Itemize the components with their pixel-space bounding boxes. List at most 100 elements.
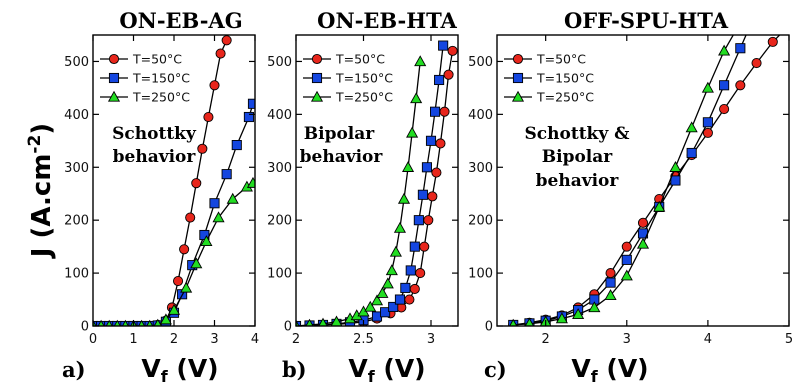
data-point-t-150-c (421, 162, 433, 173)
data-point-t-50-c (409, 283, 420, 295)
data-point-t-150-c (409, 241, 420, 252)
y-tick-label: 200 (267, 214, 292, 229)
series-t-250-c (93, 176, 255, 326)
panel-b-frame (295, 34, 459, 327)
panel-a-annotation-line-2: behavior (113, 147, 197, 167)
y-tick-label: 300 (267, 161, 292, 176)
data-point-t-150-c (670, 175, 681, 186)
y-tick-label: 200 (468, 214, 493, 229)
data-point-t-150-c (394, 294, 406, 305)
y-tick-label: 0 (284, 320, 292, 335)
legend-entry-label: T=150°C (132, 71, 190, 86)
data-point-t-150-c (231, 140, 242, 151)
x-axis-label-sub: f (368, 367, 376, 385)
data-point-t-150-c (621, 254, 632, 265)
data-point-t-150-c (686, 147, 697, 159)
x-tick-label: 5 (785, 332, 793, 347)
data-point-t-250-c (200, 235, 213, 247)
panel-b-annotation-line-1: Bipolar (304, 124, 376, 144)
data-point-t-250-c (414, 55, 427, 67)
data-point-t-150-c (247, 98, 255, 109)
data-point-t-250-c (410, 92, 423, 104)
y-tick-label: 500 (468, 55, 493, 70)
data-point-t-50-c (197, 143, 208, 154)
data-point-t-150-c (221, 169, 232, 180)
x-tick-label: 0 (89, 332, 97, 347)
data-point-t-50-c (423, 215, 434, 226)
data-point-t-250-c (226, 192, 239, 204)
data-point-t-250-c (305, 318, 314, 326)
panel-a-legend: T=50°C T=150°C T=250°C (100, 52, 190, 105)
data-point-t-150-c (417, 189, 428, 200)
data-point-t-250-c (370, 294, 384, 306)
data-point-t-50-c (179, 244, 190, 255)
panel-a-axes: 0 1 2 3 4 0 100 200 300 400 500 (64, 35, 259, 347)
data-point-t-250-c (393, 221, 407, 233)
data-point-t-250-c (318, 317, 328, 326)
legend-marker-t-150-c (311, 72, 323, 84)
legend-entry-label: T=50°C (335, 52, 385, 67)
y-tick-label: 400 (64, 108, 89, 123)
data-point-t-50-c (605, 268, 616, 279)
data-point-t-150-c (209, 198, 220, 209)
y-axis-label: J (A.cm-2) (25, 123, 57, 259)
y-axis-label-close: ) (27, 123, 57, 135)
legend-entry-label: T=250°C (335, 90, 393, 105)
legend-marker-t-250-c (310, 90, 324, 102)
data-point-t-250-c (153, 318, 162, 326)
data-point-t-50-c (215, 48, 226, 59)
data-point-t-50-c (443, 69, 454, 80)
panel-c-x-axis-label: Vf (V) (571, 354, 648, 385)
data-point-t-50-c (702, 127, 713, 138)
data-point-t-50-c (719, 104, 730, 115)
data-point-t-50-c (415, 268, 426, 279)
legend-marker-t-50-c (108, 53, 120, 65)
data-point-t-50-c (637, 217, 649, 228)
panel-c-annotation-line-3: behavior (536, 171, 620, 191)
panel-c: OFF-SPU-HTA Schottky & Bipolar behavior … (468, 8, 793, 385)
data-point-t-50-c (439, 106, 450, 117)
y-tick-label: 500 (64, 55, 89, 70)
x-axis-label-main: V (348, 354, 368, 383)
legend-entry-label: T=50°C (132, 52, 182, 67)
panel-b-axes: 2 2.5 3 0 100 200 300 400 500 (267, 35, 458, 347)
data-point-t-50-c (621, 241, 632, 252)
data-point-t-50-c (404, 294, 415, 305)
panel-c-label: c) (484, 357, 507, 382)
series-t-250-c (509, 35, 734, 326)
x-tick-label: 3 (427, 332, 435, 347)
data-point-t-150-c (380, 307, 391, 318)
y-tick-label: 0 (81, 320, 89, 335)
data-point-t-50-c (735, 80, 746, 91)
legend-marker-t-250-c (107, 90, 121, 102)
data-point-t-50-c (191, 178, 202, 189)
data-point-t-50-c (427, 191, 438, 202)
data-point-t-150-c (434, 74, 445, 86)
panel-b-x-axis-label: Vf (V) (348, 354, 425, 385)
data-point-t-250-c (636, 237, 650, 249)
data-point-t-250-c (212, 211, 225, 223)
data-point-t-150-c (413, 215, 424, 226)
legend-marker-t-50-c (512, 53, 524, 65)
y-tick-label: 100 (64, 267, 89, 282)
data-point-t-250-c (180, 281, 193, 293)
data-point-t-50-c (221, 35, 232, 46)
panel-a-label: a) (62, 357, 86, 382)
legend-entry-label: T=150°C (335, 71, 393, 86)
data-point-t-50-c (751, 57, 762, 69)
data-point-t-250-c (604, 289, 617, 300)
data-point-t-150-c (400, 282, 411, 293)
panel-c-axes: 2 3 4 5 0 100 200 300 400 500 (468, 35, 793, 347)
data-point-t-250-c (685, 121, 698, 133)
panel-a-x-axis-label: Vf (V) (141, 354, 218, 385)
panel-c-legend: T=50°C T=150°C T=250°C (504, 52, 594, 105)
data-point-t-150-c (388, 301, 399, 313)
data-point-t-150-c (438, 40, 449, 51)
panel-b-label: b) (282, 357, 307, 382)
y-tick-label: 400 (267, 108, 292, 123)
x-axis-label-main: V (141, 354, 161, 383)
panel-b: ON-EB-HTA Bipolar behavior b) Vf (V) 2 2.… (267, 8, 459, 385)
data-point-t-250-c (701, 81, 714, 93)
panel-b-legend: T=50°C T=150°C T=250°C (303, 52, 393, 105)
